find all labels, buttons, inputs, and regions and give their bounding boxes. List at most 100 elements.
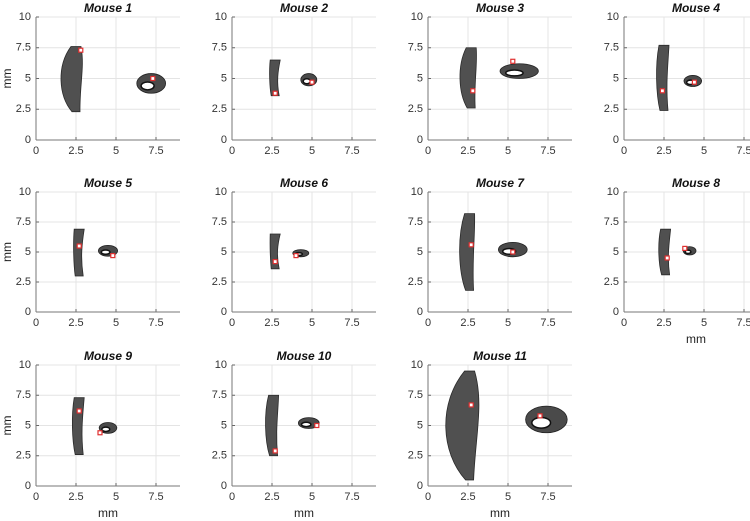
y-axis-label: mm — [0, 416, 14, 436]
y-tick-label: 7.5 — [212, 216, 227, 228]
marker — [537, 413, 543, 419]
x-tick-label: 2.5 — [264, 491, 279, 503]
subplot-title: Mouse 2 — [280, 1, 328, 15]
y-tick-label: 7.5 — [16, 389, 31, 401]
y-tick-label: 2.5 — [604, 276, 619, 288]
y-tick-label: 10 — [215, 359, 227, 371]
subplot-title: Mouse 4 — [672, 1, 720, 15]
marker — [76, 408, 82, 414]
subplot: 0 2.5 5 7.5 0 2.5 5 7.5 10 Mouse 9 mm mm — [0, 349, 180, 520]
y-tick-label: 10 — [19, 11, 31, 23]
x-tick-label: 0 — [33, 317, 39, 329]
y-tick-label: 0 — [25, 480, 31, 492]
subplot-title: Mouse 5 — [84, 176, 132, 190]
y-tick-label: 0 — [417, 480, 423, 492]
x-tick-label: 2.5 — [656, 317, 671, 329]
subplot: 0 2.5 5 7.5 0 2.5 5 7.5 10 Mouse 8 mm — [604, 176, 750, 346]
y-tick-label: 2.5 — [604, 103, 619, 115]
subplot: 0 2.5 5 7.5 0 2.5 5 7.5 10 Mouse 11 mm — [408, 349, 572, 520]
subplot: 0 2.5 5 7.5 0 2.5 5 7.5 10 Mouse 7 — [408, 176, 572, 329]
y-tick-label: 10 — [215, 11, 227, 23]
x-tick-label: 5 — [309, 145, 315, 157]
subplot: 0 2.5 5 7.5 0 2.5 5 7.5 10 Mouse 2 — [212, 1, 376, 157]
left-mesh — [71, 397, 85, 455]
y-tick-label: 2.5 — [212, 103, 227, 115]
y-tick-label: 0 — [25, 306, 31, 318]
y-axis-label: mm — [0, 69, 14, 89]
subplot-title: Mouse 7 — [476, 176, 525, 190]
y-tick-label: 0 — [417, 134, 423, 146]
x-tick-label: 0 — [33, 491, 39, 503]
subplot: 0 2.5 5 7.5 0 2.5 5 7.5 10 Mouse 1 mm — [0, 1, 180, 157]
marker — [314, 422, 320, 429]
marker — [97, 430, 103, 436]
x-axis-label: mm — [98, 506, 118, 520]
right-mesh-hole — [140, 81, 155, 91]
y-tick-label: 7.5 — [604, 216, 619, 228]
y-tick-label: 7.5 — [212, 42, 227, 54]
y-tick-label: 5 — [221, 419, 227, 431]
left-mesh — [445, 370, 480, 481]
right-mesh-hole — [531, 416, 552, 429]
marker — [293, 253, 299, 259]
subplot-title: Mouse 10 — [277, 349, 332, 363]
subplot: 0 2.5 5 7.5 0 2.5 5 7.5 10 Mouse 3 — [408, 1, 572, 157]
y-tick-label: 2.5 — [16, 450, 31, 462]
y-tick-label: 0 — [613, 134, 619, 146]
marker — [76, 243, 82, 249]
y-tick-label: 5 — [221, 72, 227, 84]
y-tick-label: 10 — [607, 11, 619, 23]
y-tick-label: 2.5 — [408, 276, 423, 288]
y-tick-label: 10 — [215, 186, 227, 198]
x-tick-label: 5 — [309, 491, 315, 503]
y-tick-label: 7.5 — [604, 42, 619, 54]
left-mesh — [658, 228, 672, 276]
x-tick-label: 2.5 — [460, 491, 475, 503]
x-tick-label: 0 — [621, 317, 627, 329]
subplot: 0 2.5 5 7.5 0 2.5 5 7.5 10 Mouse 6 — [212, 176, 376, 329]
x-tick-label: 7.5 — [148, 145, 163, 157]
y-tick-label: 10 — [411, 186, 423, 198]
y-tick-label: 5 — [613, 246, 619, 258]
left-mesh — [656, 44, 670, 111]
y-tick-label: 0 — [613, 306, 619, 318]
subplot: 0 2.5 5 7.5 0 2.5 5 7.5 10 Mouse 5 mm — [0, 176, 180, 329]
subplot-title: Mouse 6 — [280, 176, 328, 190]
left-mesh — [459, 47, 477, 109]
x-tick-label: 2.5 — [656, 145, 671, 157]
marker — [272, 90, 278, 96]
x-tick-label: 0 — [33, 145, 39, 157]
x-tick-label: 7.5 — [540, 317, 555, 329]
x-tick-label: 0 — [229, 491, 235, 503]
y-tick-label: 5 — [417, 419, 423, 431]
x-tick-label: 0 — [425, 317, 431, 329]
y-tick-label: 2.5 — [16, 103, 31, 115]
y-tick-label: 0 — [221, 480, 227, 492]
subplot-title: Mouse 3 — [476, 1, 524, 15]
x-tick-label: 7.5 — [148, 491, 163, 503]
x-tick-label: 2.5 — [264, 145, 279, 157]
left-mesh — [60, 46, 83, 113]
x-tick-label: 2.5 — [264, 317, 279, 329]
subplot-title: Mouse 11 — [473, 349, 527, 363]
x-tick-label: 0 — [229, 145, 235, 157]
y-tick-label: 5 — [25, 419, 31, 431]
x-tick-label: 5 — [113, 317, 119, 329]
y-tick-label: 0 — [25, 134, 31, 146]
x-axis-label: mm — [686, 332, 706, 346]
x-tick-label: 5 — [505, 317, 511, 329]
y-tick-label: 2.5 — [212, 276, 227, 288]
x-axis-label: mm — [490, 506, 510, 520]
y-tick-label: 10 — [411, 359, 423, 371]
marker — [510, 249, 516, 255]
y-tick-label: 5 — [25, 246, 31, 258]
y-tick-label: 2.5 — [16, 276, 31, 288]
y-tick-label: 2.5 — [408, 450, 423, 462]
x-tick-label: 7.5 — [736, 317, 750, 329]
marker — [272, 259, 278, 265]
x-tick-label: 5 — [113, 145, 119, 157]
x-tick-label: 0 — [229, 317, 235, 329]
x-tick-label: 7.5 — [344, 145, 359, 157]
x-tick-label: 0 — [425, 145, 431, 157]
marker — [682, 245, 688, 251]
